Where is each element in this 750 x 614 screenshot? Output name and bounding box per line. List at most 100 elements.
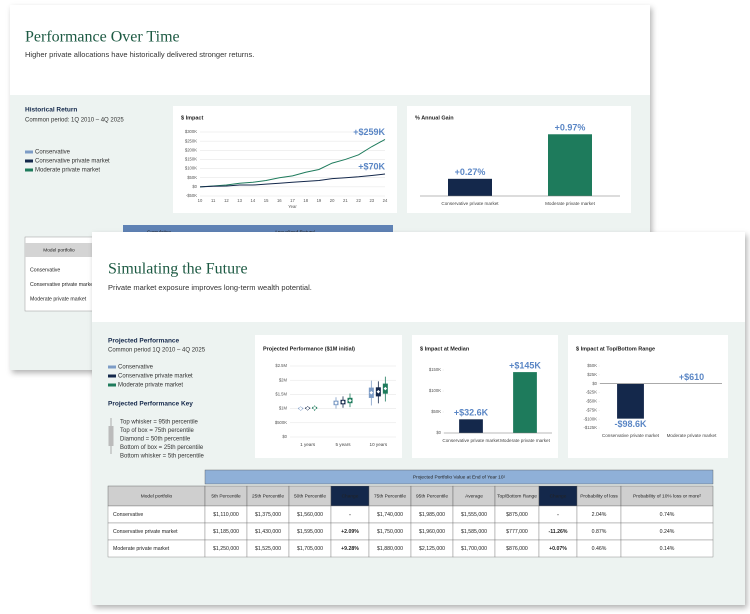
median-diamond — [340, 399, 346, 405]
data-label: -$98.6K — [614, 419, 647, 429]
y-tick-label: $250K — [185, 138, 197, 143]
table-row-label: Conservative — [113, 512, 143, 518]
slide-subtitle: Higher private allocations have historic… — [25, 50, 254, 59]
x-axis-label: Year — [288, 204, 297, 209]
table-title: Projected Portfolio Value at End of Year… — [413, 474, 506, 480]
x-tick-label: 18 — [303, 198, 308, 203]
slide-title: Simulating the Future — [108, 261, 248, 278]
y-tick-label: -$50K — [186, 193, 197, 198]
y-tick-label: -$100K — [583, 416, 597, 421]
y-tick-label: $0 — [282, 434, 287, 439]
legend-label: Conservative — [35, 150, 71, 156]
table-cell-text: $876,000 — [506, 546, 528, 552]
front-content: Simulating the Future Private market expo… — [107, 261, 722, 558]
x-tick-label: 17 — [290, 198, 295, 203]
x-tick-label: 10 years — [370, 442, 388, 447]
x-tick-label: 14 — [251, 198, 256, 203]
chart-title: $ Impact — [181, 115, 203, 121]
legend-label: Conservative — [118, 365, 154, 371]
legend-label: Conservative private market — [35, 159, 110, 165]
table-cell-text: $1,110,000 — [213, 512, 239, 518]
median-diamond — [312, 405, 318, 411]
x-tick-label: Conservative private market — [602, 433, 660, 438]
table-column-header: Change — [342, 493, 359, 499]
bar — [448, 178, 492, 196]
median-diamond — [368, 390, 374, 396]
table-row-label: Conservative private market — [30, 282, 95, 288]
y-tick-label: $0 — [192, 184, 197, 189]
table-cell-text: $1,430,000 — [255, 529, 281, 535]
median-diamond — [375, 389, 381, 395]
slide-subtitle: Private market exposure improves long-te… — [108, 283, 312, 292]
median-diamond — [382, 386, 388, 391]
table-cell-text: $1,985,000 — [419, 512, 445, 518]
x-tick-label: 13 — [237, 198, 242, 203]
y-tick-label: $200K — [185, 147, 197, 152]
y-tick-label: -$125K — [583, 425, 597, 430]
x-tick-label: 10 — [198, 198, 203, 203]
table-title-bg — [204, 469, 714, 485]
x-tick-label: 16 — [277, 198, 282, 203]
y-tick-label: $300K — [185, 129, 197, 134]
key-item: Diamond = 50th percentile — [120, 437, 191, 443]
x-tick-label: Conservative private market — [441, 201, 499, 206]
bar — [513, 372, 537, 433]
y-tick-label: $1M — [279, 406, 288, 411]
table-header-bg — [25, 243, 93, 257]
x-tick-label: 24 — [383, 198, 388, 203]
x-tick-label: 12 — [224, 198, 229, 203]
x-tick-label: 15 — [264, 198, 269, 203]
median-diamond — [305, 405, 311, 411]
table-cell-text: $1,185,000 — [213, 529, 239, 535]
table-cell-text: $1,595,000 — [297, 529, 323, 535]
median-diamond — [347, 398, 353, 404]
table-cell-text: +0.07% — [549, 546, 567, 552]
y-tick-label: $100K — [185, 166, 197, 171]
y-tick-label: -$50K — [586, 399, 597, 404]
table-cell-text: $1,700,000 — [461, 546, 487, 552]
x-tick-label: Conservative private market — [442, 438, 500, 443]
y-tick-label: -$75K — [586, 407, 597, 412]
median-diamond — [298, 406, 304, 411]
legend-swatch — [108, 383, 116, 387]
legend-swatch — [25, 168, 33, 172]
table-cell-text: +2.09% — [341, 529, 359, 535]
data-label: +0.97% — [555, 123, 586, 133]
table-cell-text: $1,960,000 — [419, 529, 445, 535]
key-item: Top whisker = 95th percentile — [120, 420, 199, 426]
table-row-label: Conservative — [30, 267, 60, 273]
table-column-header: Probability of loss — [580, 493, 618, 499]
x-tick-label: Moderate private market — [500, 438, 551, 443]
card — [255, 335, 402, 458]
period: Common period 1Q 2010 – 4Q 2025 — [108, 348, 206, 354]
x-tick-label: 20 — [330, 198, 335, 203]
chart-title: $ Impact at Median — [420, 346, 470, 352]
table-cell-text: +9.28% — [341, 546, 359, 552]
annotation: +$70K — [358, 161, 385, 171]
period: Common period: 1Q 2010 – 4Q 2025 — [25, 118, 124, 124]
table-cell-text: $1,740,000 — [377, 512, 403, 518]
x-tick-label: 21 — [343, 198, 348, 203]
card — [568, 335, 728, 458]
line-series — [199, 173, 386, 188]
table-column-header: 75th Percentile — [374, 493, 406, 499]
median-diamond — [333, 400, 339, 406]
legend-swatch — [108, 374, 116, 378]
key-item: Top of box = 75th percentile — [120, 428, 195, 434]
y-tick-label: $500K — [275, 420, 287, 425]
x-tick-label: 5 years — [335, 442, 351, 447]
x-tick-label: 19 — [317, 198, 322, 203]
table-cell-text: 0.74% — [660, 512, 675, 518]
table-row-label: Conservative private market — [113, 529, 178, 535]
section-title: Historical Return — [25, 107, 77, 114]
annotation: +$259K — [353, 127, 385, 137]
y-tick-label: $150K — [429, 367, 441, 372]
key-glyph — [108, 426, 114, 446]
data-label: +$145K — [509, 360, 541, 370]
y-tick-label: $1.5M — [275, 392, 287, 397]
x-tick-label: 22 — [356, 198, 361, 203]
table-cell-text: $1,555,000 — [461, 512, 487, 518]
card — [407, 106, 631, 213]
data-label: +$32.6K — [454, 408, 489, 418]
y-tick-label: $50K — [431, 409, 441, 414]
